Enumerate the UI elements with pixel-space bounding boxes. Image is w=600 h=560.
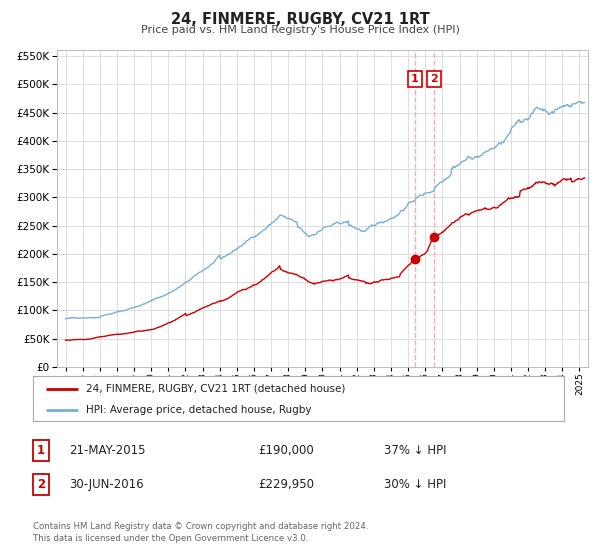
Text: 1: 1 bbox=[37, 444, 45, 457]
Text: 30-JUN-2016: 30-JUN-2016 bbox=[69, 478, 143, 491]
Text: 24, FINMERE, RUGBY, CV21 1RT (detached house): 24, FINMERE, RUGBY, CV21 1RT (detached h… bbox=[86, 384, 346, 394]
Text: 2: 2 bbox=[430, 74, 437, 83]
Text: £229,950: £229,950 bbox=[258, 478, 314, 491]
Text: HPI: Average price, detached house, Rugby: HPI: Average price, detached house, Rugb… bbox=[86, 405, 311, 415]
Text: 21-MAY-2015: 21-MAY-2015 bbox=[69, 444, 146, 457]
Text: 24, FINMERE, RUGBY, CV21 1RT: 24, FINMERE, RUGBY, CV21 1RT bbox=[170, 12, 430, 27]
Text: Contains HM Land Registry data © Crown copyright and database right 2024.
This d: Contains HM Land Registry data © Crown c… bbox=[33, 522, 368, 543]
Text: 30% ↓ HPI: 30% ↓ HPI bbox=[384, 478, 446, 491]
Text: 37% ↓ HPI: 37% ↓ HPI bbox=[384, 444, 446, 457]
Text: 2: 2 bbox=[37, 478, 45, 491]
Text: Price paid vs. HM Land Registry's House Price Index (HPI): Price paid vs. HM Land Registry's House … bbox=[140, 25, 460, 35]
Text: 1: 1 bbox=[411, 74, 419, 83]
Text: £190,000: £190,000 bbox=[258, 444, 314, 457]
